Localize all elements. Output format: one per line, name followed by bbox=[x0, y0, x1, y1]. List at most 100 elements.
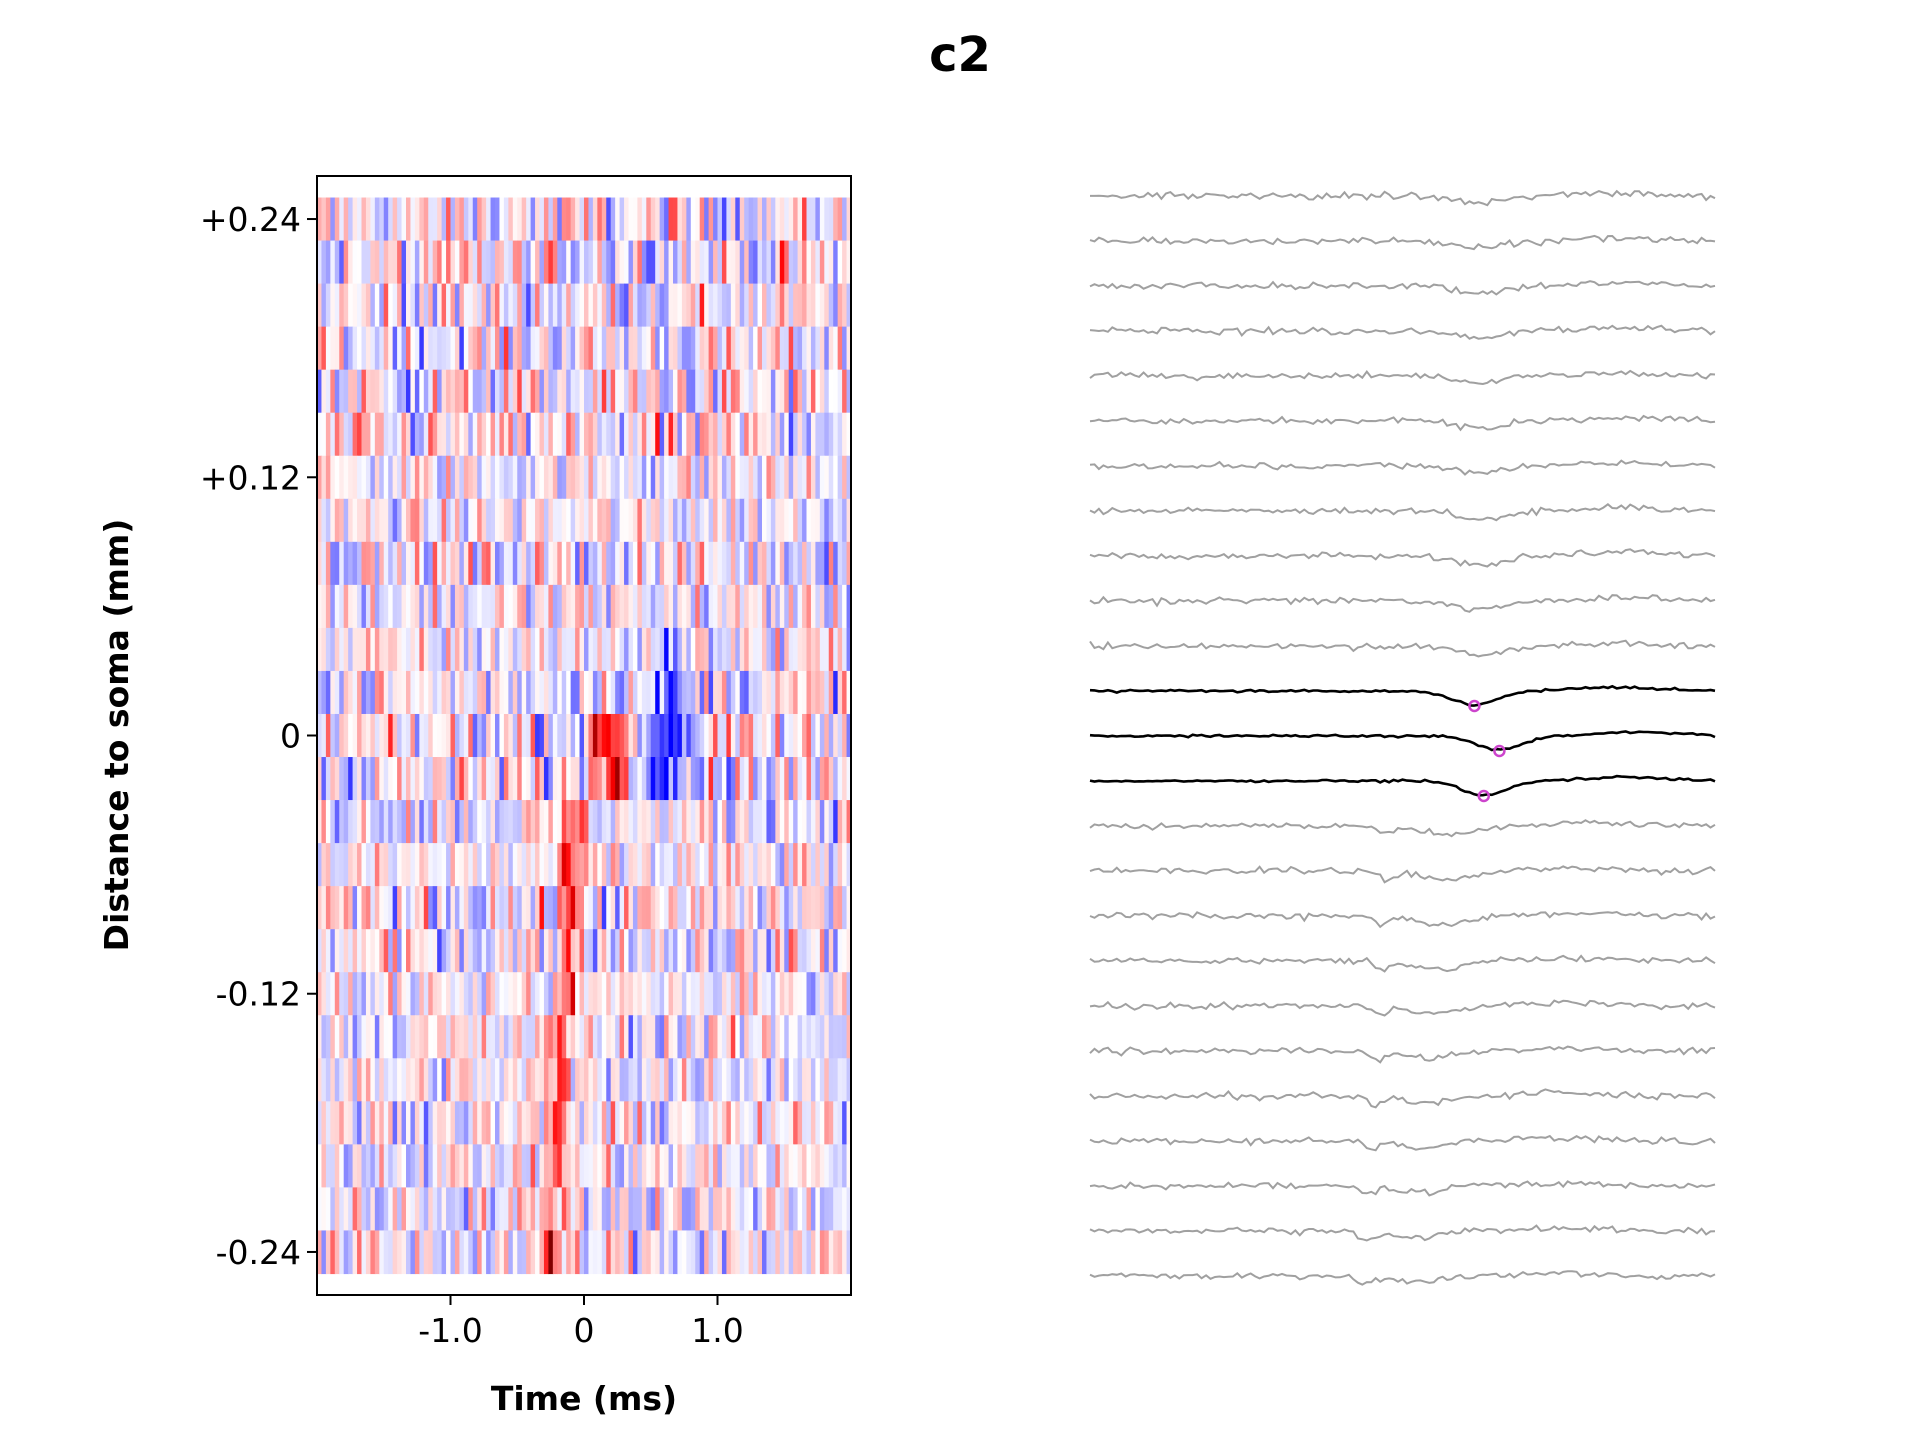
heatmap-cell bbox=[802, 541, 808, 586]
heatmap-cell bbox=[775, 670, 781, 715]
heatmap-cell bbox=[766, 713, 772, 758]
heatmap-cell bbox=[610, 1144, 616, 1189]
heatmap-cell bbox=[802, 670, 808, 715]
heatmap-cell bbox=[739, 929, 745, 973]
heatmap-cell bbox=[530, 627, 536, 672]
heatmap-cell bbox=[690, 1101, 696, 1145]
heatmap-cell bbox=[517, 1058, 523, 1102]
heatmap-cell bbox=[753, 1187, 759, 1232]
heatmap-cell bbox=[793, 197, 799, 242]
heatmap-cell bbox=[632, 1230, 638, 1275]
heatmap-cell bbox=[797, 929, 803, 973]
heatmap-cell bbox=[357, 197, 363, 242]
heatmap-cell bbox=[414, 1058, 420, 1102]
heatmap-cell bbox=[619, 1015, 625, 1059]
heatmap-cell bbox=[584, 843, 590, 887]
heatmap-cell bbox=[802, 498, 808, 543]
heatmap-cell bbox=[566, 1187, 572, 1232]
heatmap-cell bbox=[739, 1101, 745, 1145]
heatmap-cell bbox=[810, 757, 816, 801]
heatmap-cell bbox=[325, 800, 331, 844]
heatmap-cell bbox=[779, 197, 785, 242]
heatmap-cell bbox=[463, 412, 469, 457]
heatmap-cell bbox=[419, 1144, 425, 1189]
heatmap-cell bbox=[744, 670, 750, 715]
heatmap-cell bbox=[610, 326, 616, 371]
heatmap-cell bbox=[543, 584, 549, 629]
heatmap-cell bbox=[552, 1101, 558, 1145]
heatmap-cell bbox=[699, 843, 705, 887]
heatmap-cell bbox=[584, 1101, 590, 1145]
heatmap-cell bbox=[713, 240, 719, 285]
heatmap-cell bbox=[548, 369, 554, 414]
heatmap-cell bbox=[802, 800, 808, 844]
heatmap-cell bbox=[726, 713, 732, 758]
heatmap-cell bbox=[641, 1187, 647, 1232]
heatmap-cell bbox=[766, 1015, 772, 1059]
heatmap-cell bbox=[481, 412, 487, 457]
heatmap-cell bbox=[566, 757, 572, 801]
heatmap-cell bbox=[566, 455, 572, 500]
heatmap-cell bbox=[388, 757, 394, 801]
heatmap-cell bbox=[686, 498, 692, 543]
heatmap-cell bbox=[339, 670, 345, 715]
heatmap-cell bbox=[726, 541, 732, 586]
heatmap-cell bbox=[788, 541, 794, 586]
heatmap-cell bbox=[348, 412, 354, 457]
heatmap-cell bbox=[770, 1187, 776, 1232]
heatmap-cell bbox=[837, 584, 843, 629]
heatmap-cell bbox=[753, 886, 759, 930]
heatmap-cell bbox=[552, 1230, 558, 1275]
heatmap-cell bbox=[348, 541, 354, 586]
heatmap-cell bbox=[735, 670, 741, 715]
heatmap-cell bbox=[721, 670, 727, 715]
heatmap-cell bbox=[561, 1230, 567, 1275]
heatmap-cell bbox=[330, 1101, 336, 1145]
x-tick-label: 0 bbox=[574, 1311, 595, 1350]
heatmap-cell bbox=[325, 1144, 331, 1189]
heatmap-cell bbox=[681, 627, 687, 672]
heatmap-cell bbox=[588, 670, 594, 715]
heatmap-cell bbox=[793, 800, 799, 844]
heatmap-cell bbox=[708, 713, 714, 758]
heatmap-cell bbox=[699, 541, 705, 586]
heatmap-cell bbox=[730, 843, 736, 887]
heatmap-cell bbox=[721, 584, 727, 629]
heatmap-cell bbox=[481, 670, 487, 715]
heatmap-cell bbox=[762, 283, 768, 328]
heatmap-cell bbox=[748, 326, 754, 371]
heatmap-cell bbox=[486, 498, 492, 543]
heatmap-cell bbox=[606, 369, 612, 414]
heatmap-cell bbox=[837, 843, 843, 887]
heatmap-cell bbox=[788, 627, 794, 672]
heatmap-cell bbox=[735, 800, 741, 844]
heatmap-cell bbox=[481, 800, 487, 844]
heatmap-cell bbox=[495, 197, 501, 242]
heatmap-cell bbox=[819, 843, 825, 887]
heatmap-cell bbox=[592, 670, 598, 715]
heatmap-cell bbox=[819, 455, 825, 500]
heatmap-cell bbox=[459, 197, 465, 242]
heatmap-cell bbox=[588, 800, 594, 844]
heatmap-cell bbox=[343, 541, 349, 586]
heatmap-cell bbox=[833, 455, 839, 500]
heatmap-cell bbox=[543, 800, 549, 844]
heatmap-cell bbox=[512, 929, 518, 973]
heatmap-cell bbox=[557, 283, 563, 328]
heatmap-cell bbox=[575, 197, 581, 242]
heatmap-cell bbox=[423, 1187, 429, 1232]
heatmap-cell bbox=[526, 240, 532, 285]
heatmap-cell bbox=[664, 757, 670, 801]
heatmap-cell bbox=[477, 369, 483, 414]
heatmap-cell bbox=[699, 326, 705, 371]
heatmap-cell bbox=[579, 800, 585, 844]
heatmap-cell bbox=[401, 369, 407, 414]
heatmap-cell bbox=[810, 498, 816, 543]
heatmap-cell bbox=[824, 627, 830, 672]
heatmap-cell bbox=[637, 1144, 643, 1189]
heatmap-cell bbox=[730, 1230, 736, 1275]
heatmap-cell bbox=[352, 541, 358, 586]
heatmap-cell bbox=[726, 670, 732, 715]
heatmap-cell bbox=[570, 757, 576, 801]
heatmap-cell bbox=[357, 757, 363, 801]
